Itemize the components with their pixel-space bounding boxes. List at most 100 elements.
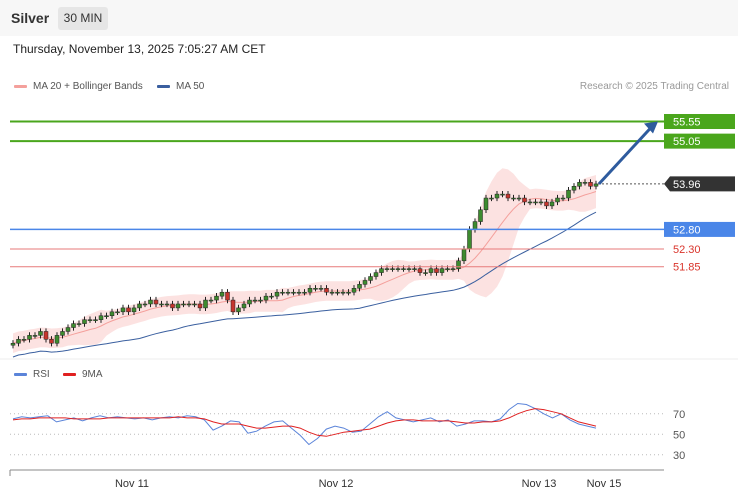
pivot-level-tag bbox=[664, 221, 735, 237]
candle-body bbox=[219, 291, 225, 297]
candle-body bbox=[577, 182, 582, 187]
candle-body bbox=[225, 291, 230, 301]
candle-body bbox=[423, 272, 428, 274]
candle-body bbox=[456, 260, 461, 269]
candle-body bbox=[434, 268, 439, 273]
candle-body bbox=[120, 307, 126, 313]
support-level-label: 52.30 bbox=[673, 244, 701, 256]
candle-body bbox=[472, 221, 478, 230]
candle-body bbox=[533, 201, 538, 204]
support-level-label: 51.85 bbox=[673, 262, 701, 274]
forecast-arrow-head bbox=[644, 121, 658, 134]
candle-body bbox=[571, 186, 577, 191]
candle-body bbox=[197, 303, 203, 309]
target-level-tag bbox=[664, 114, 735, 130]
candle-body bbox=[362, 280, 368, 285]
legend-ma20-label: MA 20 + Bollinger Bands bbox=[33, 81, 143, 92]
candle-body bbox=[428, 268, 434, 273]
pivot-level-label: 52.80 bbox=[673, 224, 701, 236]
candle-body bbox=[401, 268, 406, 270]
rsi-ma-line bbox=[12, 408, 597, 437]
candle-body bbox=[368, 276, 373, 281]
candle-body bbox=[65, 327, 71, 332]
ma50-line bbox=[12, 211, 597, 358]
rsi-line bbox=[12, 402, 597, 446]
candle-body bbox=[192, 303, 197, 306]
legend-rsi: RSI bbox=[14, 369, 50, 380]
candle-body bbox=[406, 268, 412, 270]
candle-body bbox=[445, 268, 450, 270]
candle-body bbox=[76, 323, 82, 325]
candle-body bbox=[208, 299, 214, 302]
candle-body bbox=[142, 303, 148, 306]
candle-body bbox=[593, 183, 599, 187]
candle-body bbox=[82, 319, 87, 324]
target-level-label: 55.55 bbox=[673, 117, 701, 129]
candle-body bbox=[236, 307, 241, 313]
candle-body bbox=[241, 303, 247, 309]
candle-body bbox=[291, 291, 296, 294]
rsi-tick-label: 30 bbox=[673, 450, 685, 462]
candle-body bbox=[43, 331, 49, 340]
candle-body bbox=[412, 268, 417, 270]
candle-body bbox=[544, 201, 549, 207]
candle-body bbox=[126, 307, 131, 313]
candle-body bbox=[505, 193, 511, 199]
candle-body bbox=[555, 197, 560, 203]
candle-body bbox=[478, 209, 483, 222]
rsi-tick-label: 70 bbox=[673, 409, 685, 421]
x-tick-label: Nov 15 bbox=[587, 478, 622, 490]
candle-body bbox=[582, 182, 588, 184]
candle-body bbox=[461, 248, 467, 262]
candle-body bbox=[258, 299, 263, 302]
candle-body bbox=[10, 342, 16, 346]
ma50-swatch bbox=[157, 84, 170, 88]
legend-rsi-ma: 9MA bbox=[63, 369, 103, 380]
candle-body bbox=[263, 295, 269, 301]
candle-body bbox=[313, 288, 318, 290]
candle-body bbox=[186, 303, 192, 306]
candle-body bbox=[230, 299, 236, 313]
candle-body bbox=[148, 299, 153, 305]
candle-body bbox=[335, 291, 340, 294]
rsi-ma-swatch bbox=[63, 372, 76, 376]
candle-body bbox=[280, 291, 285, 294]
candle-body bbox=[500, 193, 505, 196]
candle-body bbox=[104, 315, 109, 318]
candle-body bbox=[175, 303, 181, 309]
chart-datetime: Thursday, November 13, 2025 7:05:27 AM C… bbox=[13, 42, 266, 56]
target-level-tag bbox=[664, 133, 735, 149]
candle-body bbox=[109, 311, 115, 317]
rsi-tick-label: 50 bbox=[673, 429, 685, 441]
timeframe-button[interactable]: 30 MIN bbox=[58, 7, 108, 30]
x-tick-label: Nov 12 bbox=[319, 478, 354, 490]
target-level-label: 55.05 bbox=[673, 136, 701, 148]
forecast-arrow-line bbox=[597, 125, 654, 185]
candle-body bbox=[203, 299, 208, 309]
candle-body bbox=[159, 303, 164, 306]
candle-body bbox=[60, 331, 65, 336]
candle-body bbox=[214, 295, 219, 301]
bollinger-band-area bbox=[13, 168, 596, 353]
candle-body bbox=[115, 311, 120, 314]
candle-body bbox=[450, 268, 456, 270]
candle-body bbox=[467, 229, 472, 250]
x-tick-label: Nov 11 bbox=[115, 478, 149, 490]
candle-body bbox=[181, 303, 186, 306]
candle-body bbox=[417, 268, 423, 273]
candle-body bbox=[170, 303, 175, 309]
legend-rsi-label: RSI bbox=[33, 369, 50, 380]
candle-body bbox=[27, 335, 32, 340]
candle-body bbox=[566, 189, 571, 199]
candle-body bbox=[494, 193, 500, 199]
ma20-swatch bbox=[14, 84, 27, 88]
candle-body bbox=[131, 307, 137, 313]
candle-body bbox=[560, 197, 566, 200]
candle-body bbox=[351, 288, 357, 293]
candle-body bbox=[21, 339, 27, 341]
candle-body bbox=[247, 299, 252, 305]
rsi-swatch bbox=[14, 372, 27, 376]
candle-body bbox=[296, 291, 302, 294]
candle-body bbox=[16, 339, 21, 344]
